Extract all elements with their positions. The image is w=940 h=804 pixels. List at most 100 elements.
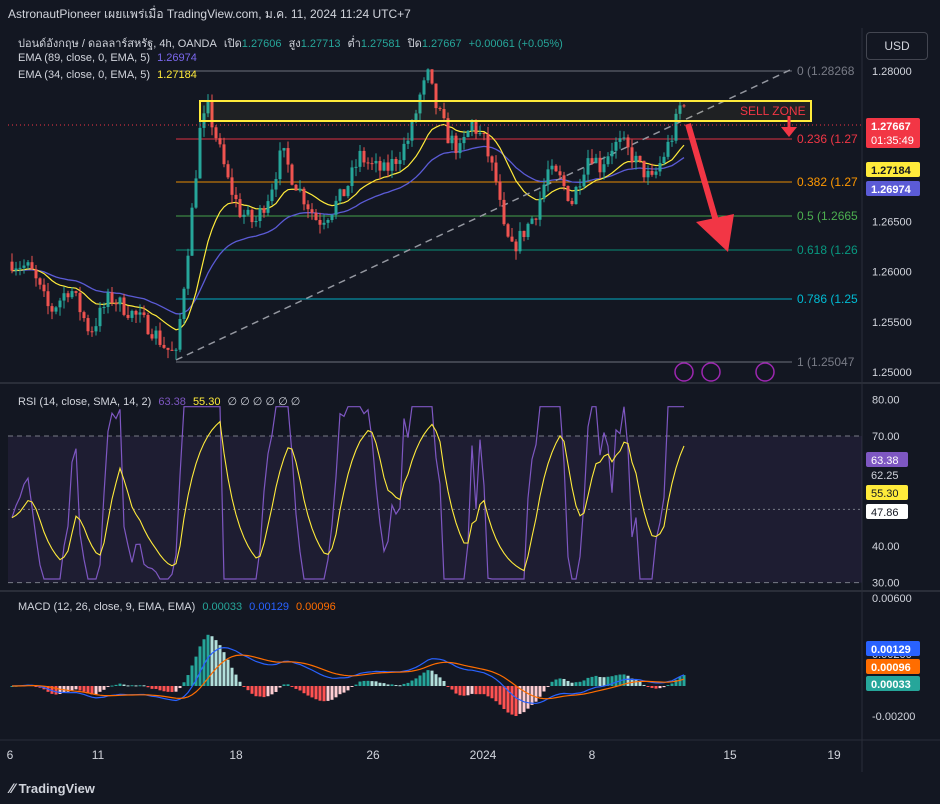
fib-level-label: 0.618 (1.26 [797,243,858,257]
candle-body [298,188,302,191]
candle-body [586,158,590,175]
macd-hist-bar [126,685,130,687]
macd-hist-bar [154,686,158,689]
rsi-tick-label: 30.00 [872,578,900,590]
candle-body [194,178,198,208]
candle-body [322,222,326,225]
macd-hist-bar [250,686,254,694]
candle-body [30,262,34,270]
candle-body [506,224,510,237]
rsi-value: 63.38 [158,396,186,408]
x-tick-label: 19 [827,748,841,762]
macd-hist-bar [418,675,422,686]
macd-signal-value: 0.00096 [296,601,336,613]
ema34-label[interactable]: EMA (34, close, 0, EMA, 5) [18,69,151,81]
macd-hist-bar [650,686,654,688]
macd-axis-badge [866,676,920,691]
macd-hist-bar [134,685,138,687]
candle-body [42,284,46,292]
candle-body [270,189,274,202]
candle-body [366,162,370,164]
macd-hist-bar [254,686,258,697]
candle-body [674,113,678,141]
candle-body [454,135,458,154]
macd-hist-bar [242,686,246,687]
candle-body [158,330,162,345]
candle-body [186,255,190,289]
macd-hist-bar [678,676,682,686]
price-axis-badge-text: 1.26974 [871,184,912,196]
macd-hist-bar [130,685,134,687]
arrow-guide [685,150,732,277]
candle-body [402,143,406,161]
macd-hist-bar [270,686,274,695]
open-label: เปิด [223,38,242,50]
macd-hist-bar [410,680,414,686]
rsi-axis-badge [866,504,908,519]
macd-hist-bar [658,686,662,689]
macd-hist-bar [186,675,190,686]
candle-body [482,132,486,134]
macd-hist-bar [226,659,230,686]
macd-hist-bar [246,686,250,691]
macd-hist-bar [358,681,362,686]
macd-hist-bar [146,686,150,688]
price-tick-label: 1.28000 [872,66,912,78]
macd-hist-bar [442,680,446,686]
candle-body [350,167,354,186]
x-tick-label: 11 [92,748,105,762]
chart-canvas[interactable]: 1.280001.275001.270001.265001.260001.255… [0,28,940,772]
macd-hist-bar [258,686,262,697]
candle-body [302,188,306,205]
candle-body [46,291,50,307]
macd-hist-bar [514,686,518,717]
macd-hist-bar [406,682,410,686]
macd-label[interactable]: MACD (12, 26, close, 9, EMA, EMA) [18,601,196,613]
macd-hist-bar [338,686,342,695]
candle-body [218,138,222,145]
macd-hist-bar [498,686,502,705]
candle-body [502,199,506,225]
price-legend: ปอนด์อังกฤษ / ดอลลาร์สหรัฐ, 4h, OANDA เป… [18,34,567,52]
event-flag-icon [755,362,775,382]
macd-hist-bar [682,675,686,686]
candle-body [386,162,390,171]
macd-hist-bar [566,680,570,686]
candle-body [282,148,286,151]
macd-hist-bar [178,686,182,689]
macd-hist-bar [590,676,594,686]
candle-body [94,326,98,332]
candle-body [682,105,686,107]
macd-hist-bar [470,686,474,694]
candle-body [38,278,42,285]
macd-hist-bar [334,686,338,698]
tradingview-logo[interactable]: ⁄⁄ TradingView [10,780,95,796]
macd-hist-bar [438,677,442,686]
macd-hist-bar [290,686,294,687]
rsi-label[interactable]: RSI (14, close, SMA, 14, 2) [18,396,152,408]
price-axis-badge [866,181,920,196]
macd-hist-bar [122,684,126,686]
candle-body [358,150,362,167]
candle-body [650,170,654,175]
candle-body [86,318,90,332]
macd-hist-bar [634,680,638,686]
candle-body [286,148,290,165]
macd-hist-bar [366,680,370,686]
currency-button[interactable]: USD [866,32,928,60]
event-flag-icon [674,362,694,382]
candle-body [594,157,598,164]
ema89-label[interactable]: EMA (89, close, 0, EMA, 5) [18,52,151,64]
macd-hist-bar [170,686,174,693]
macd-hist-bar [350,686,354,687]
macd-hist-bar [306,686,310,696]
macd-hist-bar [390,684,394,686]
candle-body [246,209,250,215]
candle-body [590,158,594,164]
candle-body [170,349,174,351]
symbol-name[interactable]: ปอนด์อังกฤษ / ดอลลาร์สหรัฐ, 4h, OANDA [18,38,217,50]
macd-hist-bar [478,686,482,695]
macd-hist-bar [414,678,418,686]
macd-hist-bar [318,686,322,701]
macd-hist-bar [670,683,674,686]
